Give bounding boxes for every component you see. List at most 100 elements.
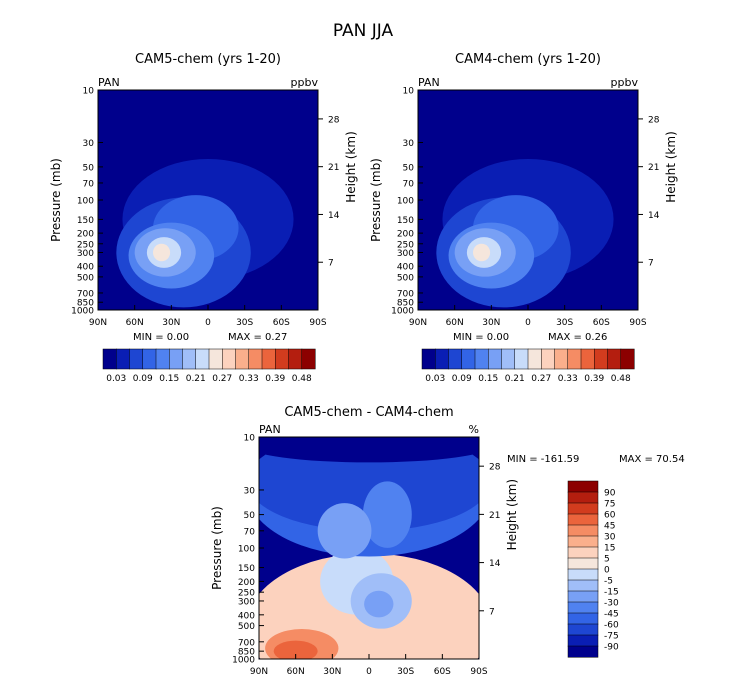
x-tick-label: 90N [89, 318, 107, 328]
y-axis-label: Pressure (mb) [49, 158, 63, 242]
variable-label: PAN [98, 76, 120, 89]
y-tick-label: 10 [244, 434, 256, 444]
y-tick-label: 150 [397, 216, 414, 226]
colorbar-tick-label: -30 [604, 599, 619, 609]
colorbar-swatch [567, 513, 599, 526]
y2-tick-label: 28 [489, 463, 501, 473]
colorbar-tick-label: -90 [604, 643, 619, 653]
colorbar-swatch [142, 348, 157, 370]
y-tick-label: 70 [244, 527, 256, 537]
x-tick-label: 60N [446, 318, 464, 328]
x-tick-label: 30S [397, 667, 414, 677]
min-label: MIN = -161.59 [507, 454, 579, 465]
y-tick-label: 10 [83, 87, 95, 97]
colorbar-swatch [155, 348, 170, 370]
y2-tick-label: 14 [648, 211, 660, 221]
y2-axis-label: Height (km) [664, 131, 678, 202]
colorbar-swatch [501, 348, 516, 370]
y-tick-label: 1000 [232, 656, 255, 666]
y-tick-label: 200 [238, 578, 255, 588]
contour-region [362, 481, 412, 548]
x-tick-label: 0 [525, 318, 531, 328]
y2-tick-label: 14 [489, 559, 501, 569]
colorbar-tick-label: 45 [604, 522, 615, 532]
colorbar: 0.03 0.09 0.15 0.21 0.27 0.33 0.39 0.48 [421, 348, 635, 384]
x-tick-label: 90S [629, 318, 646, 328]
y-axis-label: Pressure (mb) [210, 506, 224, 590]
colorbar-swatch [248, 348, 263, 370]
y-tick-label: 700 [77, 289, 94, 299]
contour-region [153, 243, 171, 262]
x-tick-label: 60S [593, 318, 610, 328]
colorbar-swatch [222, 348, 237, 370]
y-tick-label: 700 [238, 638, 255, 648]
colorbar-tick-label: 75 [604, 500, 615, 510]
x-tick-label: 30N [162, 318, 180, 328]
y2-tick-label: 28 [648, 115, 660, 125]
colorbar-tick-label: 0.39 [584, 374, 604, 384]
y-tick-label: 1000 [391, 307, 414, 317]
variable-label: PAN [418, 76, 440, 89]
colorbar-tick-label: 5 [604, 555, 610, 565]
colorbar-swatch [567, 568, 599, 581]
colorbar-tick-label: 0.33 [558, 374, 578, 384]
y-tick-label: 850 [238, 648, 255, 658]
colorbar-tick-label: -15 [604, 588, 619, 598]
colorbar-swatch [208, 348, 223, 370]
colorbar-tick-label: -45 [604, 610, 619, 620]
x-tick-label: 30S [236, 318, 253, 328]
colorbar-tick-label: -75 [604, 632, 619, 642]
chart-panel-2: CAM4-chem (yrs 1-20)PAN ppbv1030507010015… [369, 52, 678, 384]
y-tick-label: 100 [397, 197, 414, 207]
colorbar-tick-label: 0.21 [505, 374, 525, 384]
colorbar-tick-label: 0.48 [611, 374, 631, 384]
y-tick-label: 10 [403, 87, 415, 97]
y-tick-label: 500 [77, 273, 94, 283]
colorbar-swatch [527, 348, 542, 370]
colorbar-swatch [275, 348, 290, 370]
x-tick-label: 60N [126, 318, 144, 328]
y-tick-label: 300 [238, 597, 255, 607]
colorbar-swatch [567, 546, 599, 559]
x-tick-label: 0 [366, 667, 372, 677]
colorbar-swatch [102, 348, 117, 370]
colorbar-tick-label: 0.09 [133, 374, 153, 384]
y-tick-label: 500 [238, 622, 255, 632]
y-tick-label: 250 [238, 589, 255, 599]
colorbar-tick-label: 15 [604, 544, 615, 554]
y2-tick-label: 7 [648, 259, 654, 269]
contour-region [473, 243, 491, 262]
max-label: MAX = 70.54 [619, 454, 685, 465]
y-tick-label: 850 [397, 299, 414, 309]
colorbar-swatch [461, 348, 476, 370]
colorbar-swatch [567, 348, 582, 370]
y-tick-label: 50 [244, 511, 256, 521]
y-tick-label: 250 [77, 240, 94, 250]
y-tick-label: 400 [397, 263, 414, 273]
y2-tick-label: 21 [489, 511, 500, 521]
y-tick-label: 50 [403, 163, 415, 173]
colorbar-tick-label: 60 [604, 511, 616, 521]
colorbar-swatch [607, 348, 622, 370]
y-tick-label: 30 [244, 486, 256, 496]
contour-field [418, 90, 638, 310]
colorbar-swatch [620, 348, 635, 370]
y2-tick-label: 28 [328, 115, 340, 125]
colorbar: 0.03 0.09 0.15 0.21 0.27 0.33 0.39 0.48 [102, 348, 316, 384]
y-tick-label: 150 [77, 216, 94, 226]
y-tick-label: 100 [238, 545, 255, 555]
colorbar-swatch [567, 634, 599, 647]
colorbar-tick-label: 0.09 [452, 374, 472, 384]
contour-region [98, 90, 318, 182]
x-tick-label: 90S [309, 318, 326, 328]
contour-region [259, 437, 479, 463]
colorbar-swatch [567, 535, 599, 548]
colorbar-swatch [567, 645, 599, 658]
y-tick-label: 100 [77, 197, 94, 207]
y-tick-label: 150 [238, 564, 255, 574]
max-label: MAX = 0.26 [548, 332, 607, 343]
colorbar-swatch [169, 348, 184, 370]
colorbar-swatch [301, 348, 316, 370]
colorbar-tick-label: 0.15 [478, 374, 498, 384]
x-tick-label: 60N [287, 667, 305, 677]
